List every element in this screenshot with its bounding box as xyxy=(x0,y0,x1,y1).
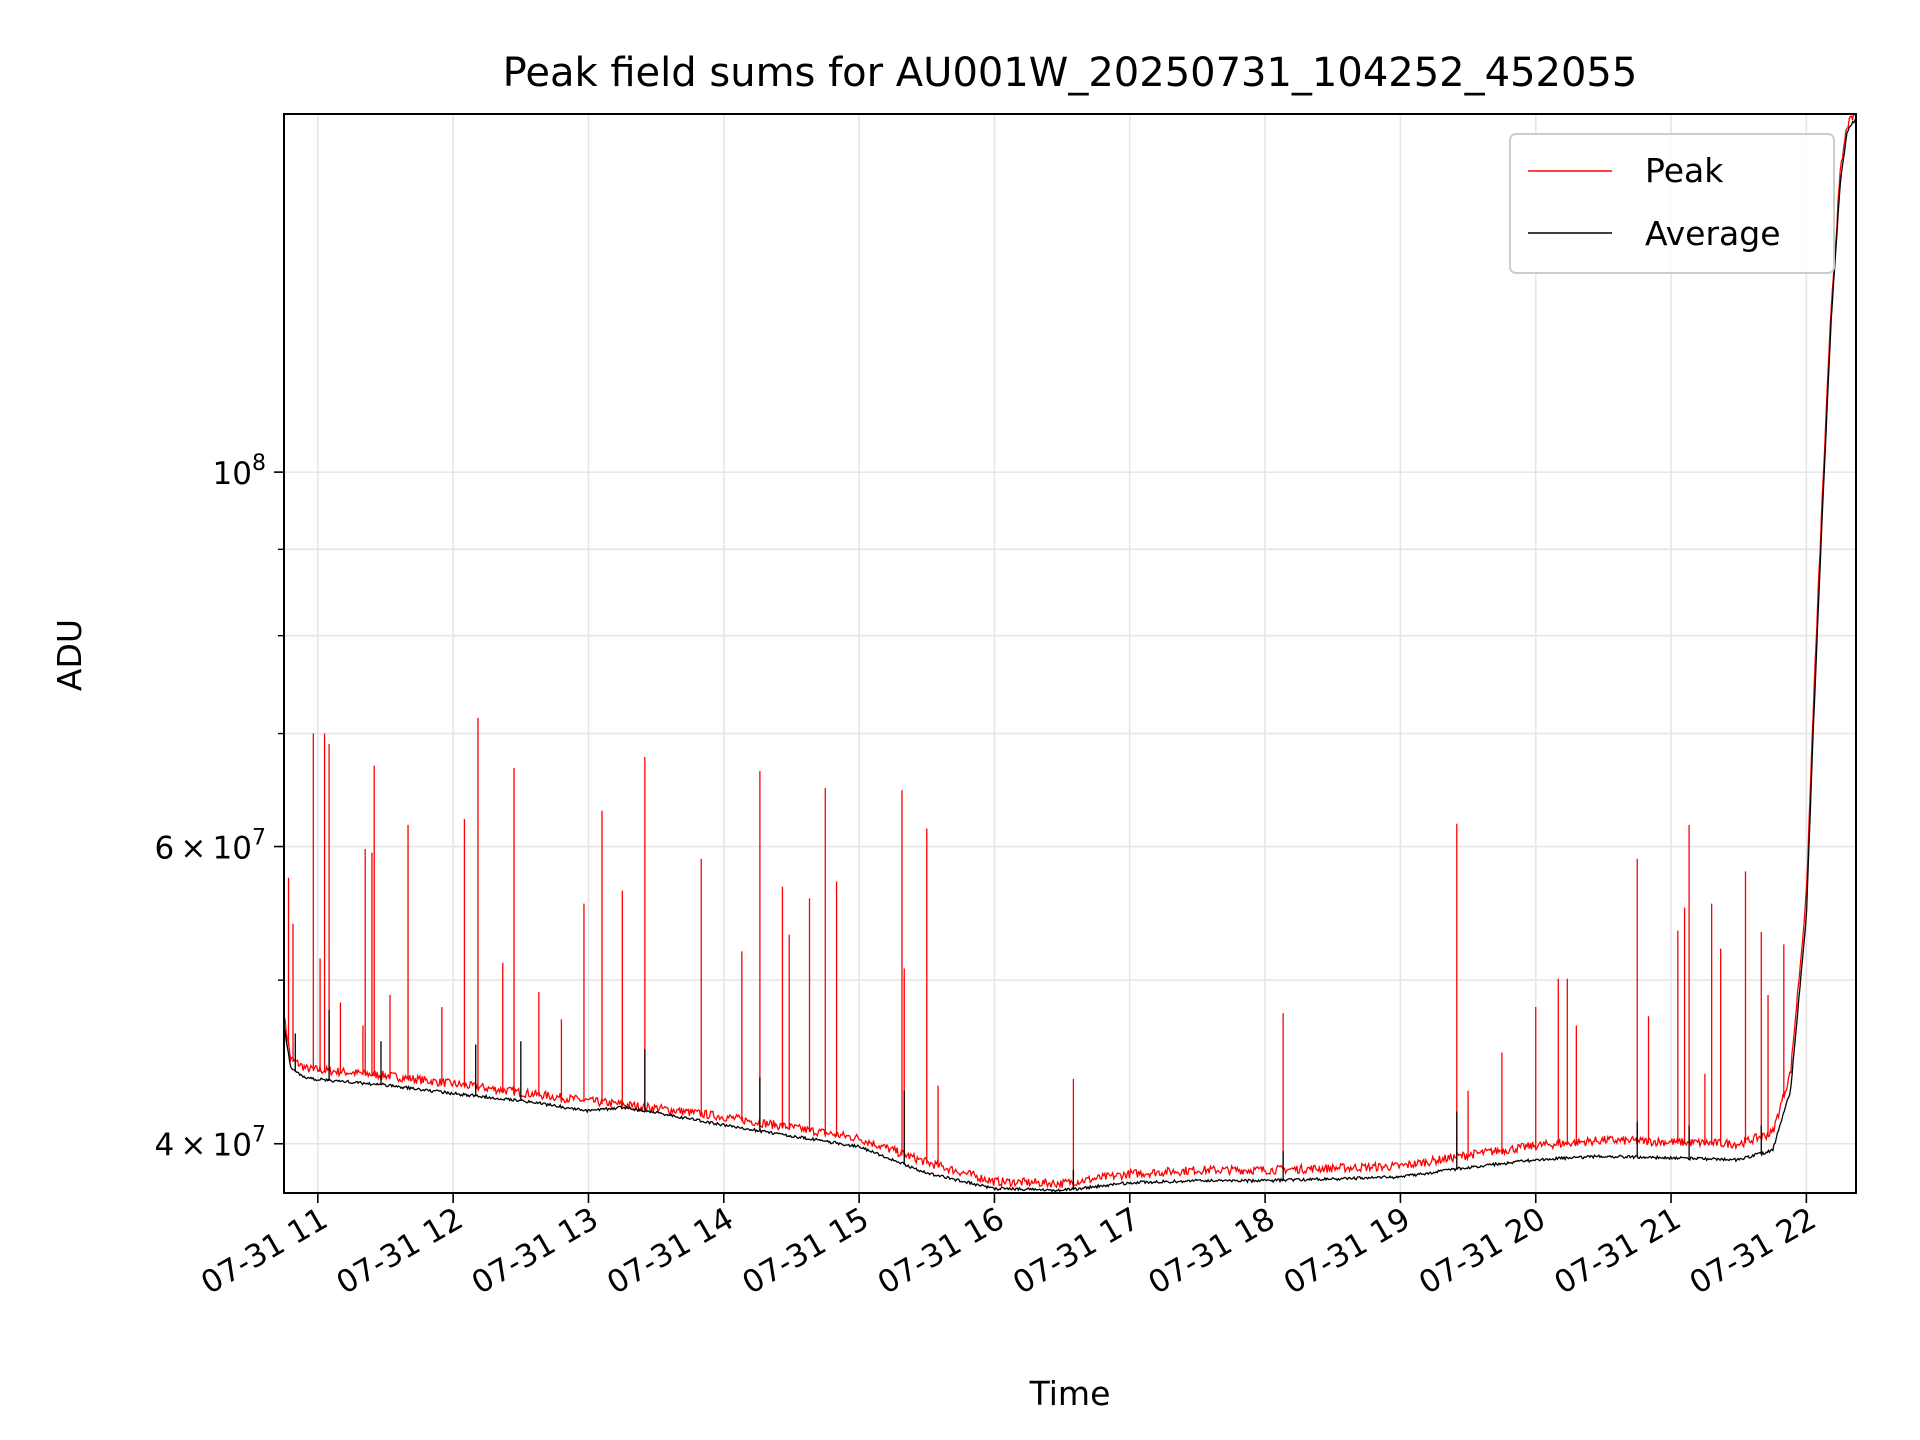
series-average xyxy=(284,117,1856,1193)
x-axis-label: Time xyxy=(1029,1374,1111,1413)
series-peak xyxy=(284,114,1856,1189)
series-line xyxy=(284,117,1856,1193)
y-tick-label: 108 xyxy=(213,451,266,492)
plot-series xyxy=(284,114,1856,1193)
y-tick-label: 6 × 107 xyxy=(154,826,266,867)
plot-frame xyxy=(283,113,1857,1194)
y-axis-label: ADU xyxy=(50,619,89,691)
legend-box xyxy=(1509,133,1835,274)
legend: Peak Average xyxy=(1509,133,1835,274)
chart-title: Peak field sums for AU001W_20250731_1042… xyxy=(503,50,1638,96)
grid xyxy=(284,114,1856,1193)
legend-label-peak: Peak xyxy=(1645,151,1724,190)
y-axis-ticks: 4 × 107 6 × 107 108 xyxy=(154,451,284,1164)
y-tick-label: 4 × 107 xyxy=(154,1123,266,1164)
legend-label-average: Average xyxy=(1645,214,1781,253)
series-line xyxy=(284,114,1856,1189)
